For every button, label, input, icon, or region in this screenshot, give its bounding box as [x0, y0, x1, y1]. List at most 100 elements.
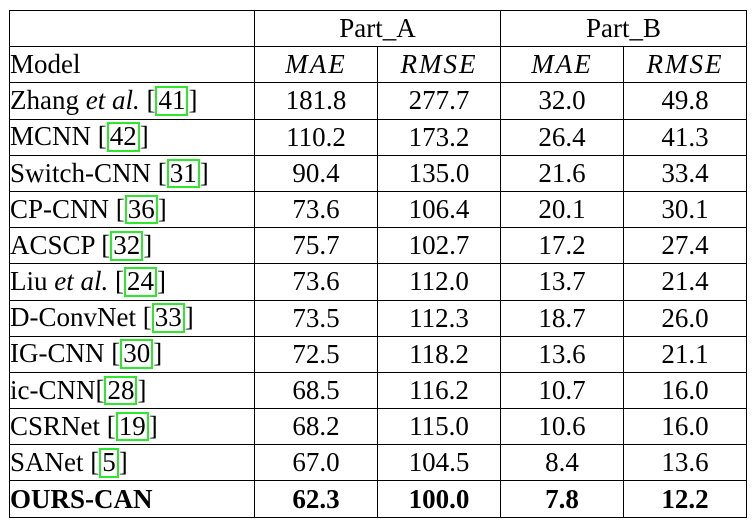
part-b-rmse-cell: 41.3 [622, 118, 748, 156]
part-a-rmse-cell: 106.4 [377, 190, 501, 229]
part-b-mae-cell: 13.7 [500, 263, 624, 301]
table-row: Liu et al. [24] 73.6 112.0 13.7 21.4 [9, 263, 748, 301]
part-b-mae-cell: 20.1 [500, 190, 624, 229]
part-b-rmse-cell: 21.4 [622, 263, 748, 301]
model-name-cell: Switch-CNN [31] [9, 154, 255, 192]
citation-link[interactable]: 31 [166, 158, 200, 189]
part-b-mae-cell: 21.6 [500, 154, 624, 192]
part-a-rmse-cell: 112.3 [377, 299, 501, 337]
model-name: SANet [10, 447, 84, 478]
part-a-rmse-header: RMSE [377, 46, 501, 84]
table-row: SANet [5] 67.0 104.5 8.4 13.6 [9, 444, 748, 482]
part-a-mae-cell: 73.6 [254, 190, 378, 229]
ours-part-a-rmse: 100.0 [377, 480, 501, 518]
part-b-header: Part_B [499, 9, 748, 48]
part-b-rmse-cell: 49.8 [622, 82, 748, 120]
part-b-mae-cell: 26.4 [500, 118, 624, 156]
table-row: CP-CNN [36] 73.6 106.4 20.1 30.1 [9, 190, 748, 229]
part-a-mae-cell: 75.7 [254, 227, 378, 265]
part-b-mae-header: MAE [500, 46, 624, 84]
ours-part-b-mae: 7.8 [500, 480, 624, 518]
table-row: D-ConvNet [33] 73.5 112.3 18.7 26.0 [9, 299, 748, 337]
model-name: Zhang [10, 85, 79, 116]
part-a-rmse-cell: 135.0 [377, 154, 501, 192]
part-a-rmse-cell: 102.7 [377, 227, 501, 265]
model-name-cell: D-ConvNet [33] [9, 299, 255, 337]
part-b-rmse-cell: 30.1 [622, 190, 748, 229]
part-a-rmse-cell: 112.0 [377, 263, 501, 301]
citation-link[interactable]: 32 [110, 230, 144, 261]
model-name: CSRNet [10, 410, 101, 441]
part-b-rmse-cell: 13.6 [622, 444, 748, 482]
et-al-text: et al. [85, 85, 140, 116]
citation-link[interactable]: 42 [106, 122, 140, 152]
citation-link[interactable]: 33 [151, 303, 185, 333]
metric-header-row: Model MAE RMSE MAE RMSE [9, 46, 748, 84]
part-a-mae-cell: 181.8 [254, 82, 378, 120]
part-b-rmse-cell: 21.1 [622, 335, 748, 373]
table-row: Switch-CNN [31] 90.4 135.0 21.6 33.4 [9, 154, 748, 192]
part-b-rmse-cell: 16.0 [622, 408, 748, 446]
model-name: D-ConvNet [10, 302, 136, 333]
ours-part-a-mae: 62.3 [254, 480, 378, 518]
part-b-rmse-cell: 33.4 [622, 154, 748, 192]
part-b-mae-cell: 10.6 [500, 408, 624, 446]
group-header-row: Part_A Part_B [9, 9, 748, 48]
part-b-rmse-header: RMSE [622, 46, 748, 84]
table-row: IG-CNN [30] 72.5 118.2 13.6 21.1 [9, 335, 748, 373]
results-body: Zhang et al. [41] 181.8 277.7 32.0 49.8 MCNN … [9, 82, 748, 518]
part-a-rmse-cell: 116.2 [377, 371, 501, 410]
model-name: ic-CNN [10, 374, 96, 405]
part-a-mae-cell: 72.5 [254, 335, 378, 373]
table-row: CSRNet [19] 68.2 115.0 10.6 16.0 [9, 408, 748, 446]
part-a-header: Part_A [254, 9, 501, 48]
model-name-cell: ACSCP [32] [9, 227, 255, 265]
part-b-mae-cell: 13.6 [500, 335, 624, 373]
part-a-mae-cell: 73.6 [254, 263, 378, 301]
model-name-cell: CSRNet [19] [9, 408, 255, 446]
model-name: Switch-CNN [10, 157, 151, 188]
ours-row: OURS-CAN 62.3 100.0 7.8 12.2 [9, 480, 748, 518]
part-a-mae-cell: 73.5 [254, 299, 378, 337]
model-name: Liu [10, 266, 48, 297]
citation-link[interactable]: 19 [115, 411, 149, 442]
part-a-rmse-cell: 104.5 [377, 444, 501, 482]
part-a-mae-cell: 67.0 [254, 444, 378, 482]
part-a-mae-cell: 68.5 [254, 371, 378, 410]
part-b-mae-cell: 18.7 [500, 299, 624, 337]
part-b-rmse-cell: 16.0 [622, 371, 748, 410]
empty-corner-cell [9, 9, 255, 48]
model-name-cell: ic-CNN[28] [9, 371, 255, 410]
citation-link[interactable]: 30 [120, 339, 154, 370]
part-a-mae-cell: 68.2 [254, 408, 378, 446]
citation-link[interactable]: 5 [99, 448, 119, 478]
part-b-rmse-cell: 27.4 [622, 227, 748, 265]
model-name-cell: MCNN [42] [9, 118, 255, 156]
model-name-cell: Zhang et al. [41] [9, 82, 255, 120]
part-b-mae-cell: 10.7 [500, 371, 624, 410]
part-a-rmse-cell: 115.0 [377, 408, 501, 446]
table-row: ACSCP [32] 75.7 102.7 17.2 27.4 [9, 227, 748, 265]
model-column-header: Model [9, 46, 255, 84]
citation-link[interactable]: 36 [124, 194, 158, 225]
citation-link[interactable]: 24 [124, 267, 157, 297]
part-a-rmse-cell: 277.7 [377, 82, 501, 120]
citation-link[interactable]: 41 [155, 86, 189, 116]
table-row: Zhang et al. [41] 181.8 277.7 32.0 49.8 [9, 82, 748, 120]
citation-link[interactable]: 28 [104, 375, 138, 406]
part-b-rmse-cell: 26.0 [622, 299, 748, 337]
part-b-mae-cell: 17.2 [500, 227, 624, 265]
model-name: ACSCP [10, 229, 95, 260]
part-a-mae-cell: 90.4 [254, 154, 378, 192]
part-b-mae-cell: 32.0 [500, 82, 624, 120]
model-name: CP-CNN [10, 193, 110, 224]
model-name-cell: IG-CNN [30] [9, 335, 255, 373]
part-a-mae-cell: 110.2 [254, 118, 378, 156]
ours-model-name: OURS-CAN [9, 480, 255, 518]
part-a-rmse-cell: 118.2 [377, 335, 501, 373]
ours-part-b-rmse: 12.2 [622, 480, 748, 518]
model-name: IG-CNN [10, 338, 105, 369]
table-row: ic-CNN[28] 68.5 116.2 10.7 16.0 [9, 371, 748, 410]
model-name: MCNN [10, 121, 92, 152]
model-name-cell: CP-CNN [36] [9, 190, 255, 229]
